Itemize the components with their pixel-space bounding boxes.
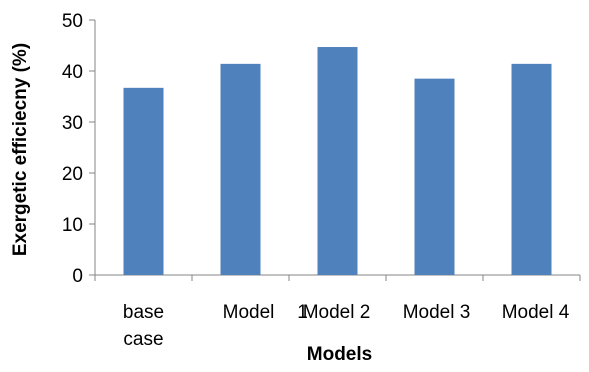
bar (317, 47, 358, 275)
x-tick-label: Model 3 (403, 302, 471, 323)
y-tick-label: 50 (62, 11, 83, 32)
y-tick-label: 20 (62, 164, 83, 185)
x-tick-label: base (123, 302, 164, 323)
y-tick-label: 0 (72, 266, 83, 287)
bars (123, 47, 552, 276)
y-tick-label: 40 (62, 62, 83, 83)
x-tick-label: Model 4 (502, 302, 570, 323)
x-tick-label: Model 2 (303, 302, 371, 323)
bar (511, 63, 552, 275)
y-axis: 0 10 20 30 40 50 (62, 11, 96, 287)
bar (414, 78, 455, 276)
y-tick-label: 30 (62, 113, 83, 134)
y-tick-label: 10 (62, 215, 83, 236)
x-tick-label: case (123, 329, 163, 350)
x-tick-label: 1 (297, 302, 308, 323)
x-axis (94, 274, 581, 281)
x-tick-label: Model (223, 302, 275, 323)
y-axis-title: Exergetic efficiecny (%) (10, 43, 31, 256)
bar (220, 63, 261, 275)
bar (123, 87, 164, 275)
x-axis-title: Models (307, 344, 372, 365)
